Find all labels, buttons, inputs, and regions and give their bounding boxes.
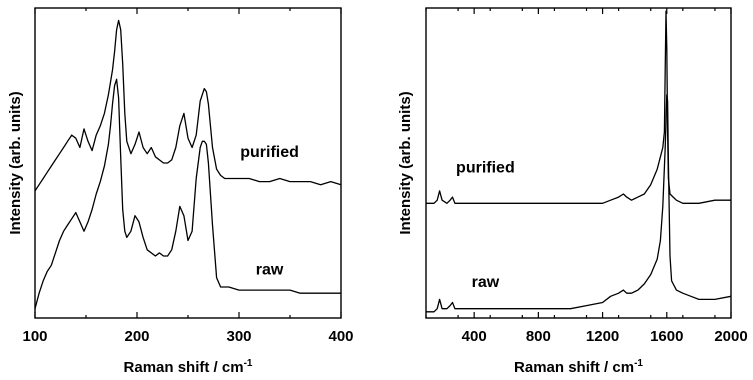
x-tick-label: 2000 <box>714 328 747 345</box>
x-tick-label: 200 <box>124 328 149 345</box>
series-line-raw <box>34 78 341 309</box>
series-line-purified <box>426 10 731 204</box>
series-annotation-raw: raw <box>472 274 500 291</box>
chart-panel-1: 100 200 300 400 Raman shift / cm-1 Intensity … <box>7 7 354 376</box>
x-tick-label: 1600 <box>650 328 683 345</box>
y-axis-title: Intensity (arb. units) <box>7 91 24 234</box>
plot-frame <box>425 7 732 319</box>
x-axis-title: Raman shift / cm-1 <box>514 358 643 376</box>
x-tick-label: 800 <box>526 328 551 345</box>
series-annotation-purified: purified <box>240 144 299 161</box>
series-line-raw <box>426 94 732 313</box>
x-tick-label: 300 <box>226 328 251 345</box>
plot-frame <box>34 7 342 319</box>
x-tick-label: 400 <box>462 328 487 345</box>
chart-panel-2: 400 800 1200 1600 2000 Raman shift / cm-1 Inte… <box>397 7 748 376</box>
series-annotation-purified: purified <box>456 159 515 176</box>
x-axis-title: Raman shift / cm-1 <box>124 358 253 376</box>
series-annotation-raw: raw <box>256 262 284 279</box>
x-tick-label: 1200 <box>586 328 619 345</box>
x-tick-label: 100 <box>22 328 47 345</box>
series-line-purified <box>34 19 342 192</box>
y-axis-title: Intensity (arb. units) <box>397 91 414 234</box>
x-tick-label: 400 <box>328 328 353 345</box>
